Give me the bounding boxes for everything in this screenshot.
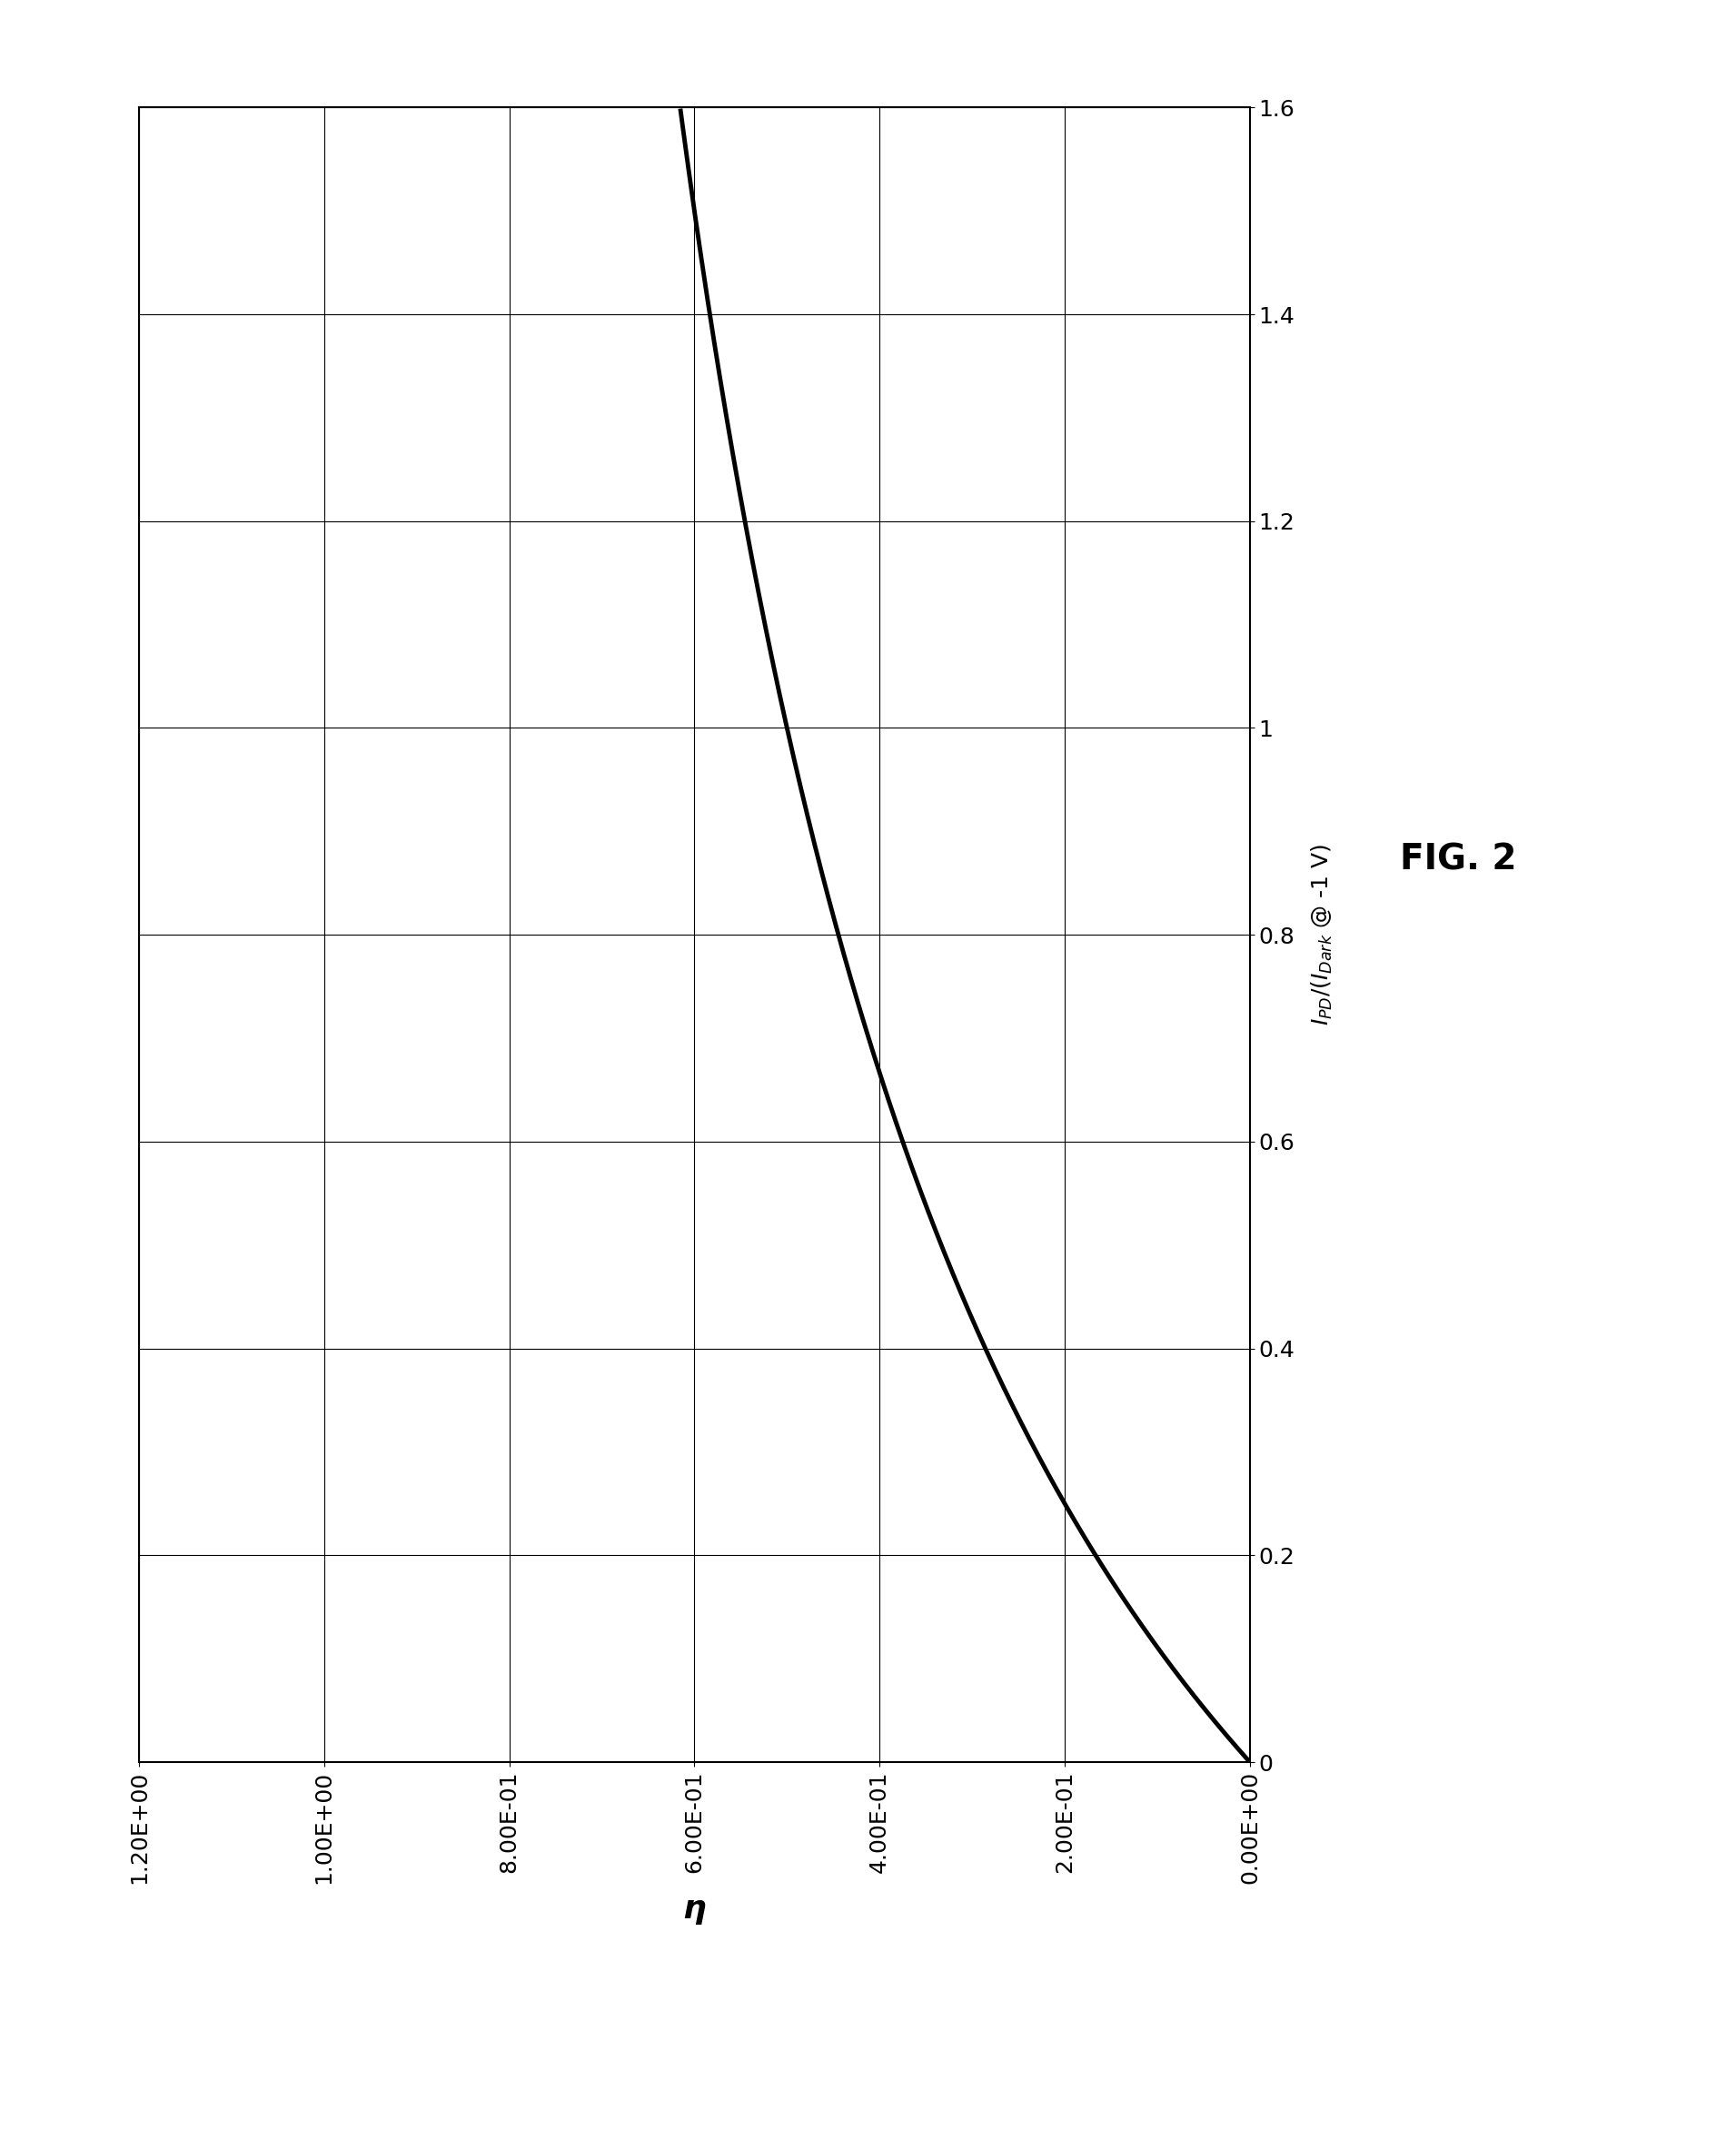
Y-axis label: $I_{PD}$/$\mathit{(I_{Dark}}$ @ -1 V): $I_{PD}$/$\mathit{(I_{Dark}}$ @ -1 V) xyxy=(1311,845,1335,1025)
Text: FIG. 2: FIG. 2 xyxy=(1399,842,1517,877)
X-axis label: η: η xyxy=(682,1893,707,1926)
